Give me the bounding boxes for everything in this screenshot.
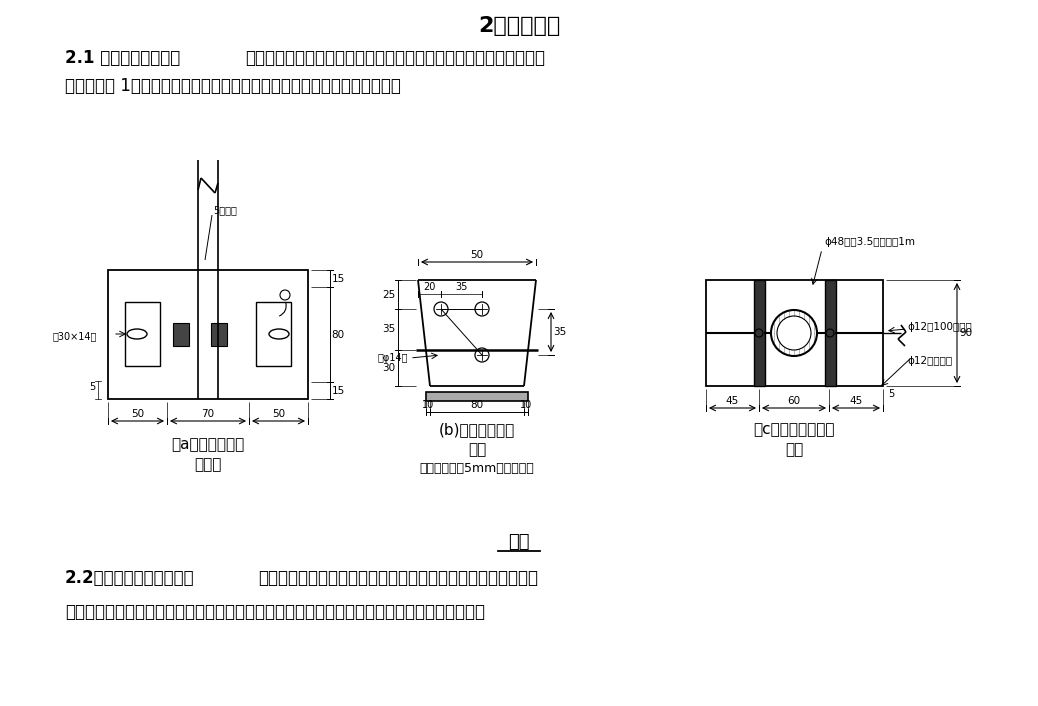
Text: ϕ48壁厚3.5钢管长约1m: ϕ48壁厚3.5钢管长约1m xyxy=(824,237,916,247)
Text: 面图: 面图 xyxy=(468,443,486,457)
Bar xyxy=(426,392,528,401)
Text: ：本工法所采用的万能连墙件由连接钉板和短钉管通过螺栓连接而成: ：本工法所采用的万能连墙件由连接钉板和短钉管通过螺栓连接而成 xyxy=(245,49,545,67)
Text: 45: 45 xyxy=(726,396,739,406)
Text: ：短钉管与脚手架采用普通的扣件连接，连接板与楼板、墙、柱: ：短钉管与脚手架采用普通的扣件连接，连接板与楼板、墙、柱 xyxy=(258,569,538,587)
Text: 10: 10 xyxy=(421,400,434,410)
Text: 2.1 结构简单，投入少: 2.1 结构简单，投入少 xyxy=(65,49,181,67)
Text: 等用膨胀螺栓连接即完成全部操作，非常方便．连接板可以转动，可设在板顶，也可设在板底；: 等用膨胀螺栓连接即完成全部操作，非常方便．连接板可以转动，可设在板顶，也可设在板… xyxy=(65,603,485,621)
Text: 15: 15 xyxy=(331,273,345,284)
Bar xyxy=(173,323,189,346)
Bar xyxy=(256,302,291,366)
Text: (b)万能连接件侧: (b)万能连接件侧 xyxy=(439,422,515,438)
Text: 面图: 面图 xyxy=(785,443,803,457)
Text: 60: 60 xyxy=(788,396,800,406)
Text: 35: 35 xyxy=(382,325,395,335)
Text: 80: 80 xyxy=(470,400,484,410)
Bar xyxy=(125,302,160,366)
Text: 5厘钉板: 5厘钉板 xyxy=(213,205,237,215)
Bar xyxy=(108,270,308,399)
Text: 80: 80 xyxy=(331,330,345,340)
Text: 置φ14孔: 置φ14孔 xyxy=(378,353,408,363)
Text: 5: 5 xyxy=(89,382,95,392)
Text: 50: 50 xyxy=(272,409,285,419)
Bar xyxy=(825,280,836,386)
Text: ϕ12膨胀螺栓: ϕ12膨胀螺栓 xyxy=(907,356,952,366)
Text: 图一: 图一 xyxy=(509,533,529,551)
Text: ϕ12长100的插销: ϕ12长100的插销 xyxy=(907,322,972,332)
Text: 50: 50 xyxy=(470,250,484,260)
Text: 平面图: 平面图 xyxy=(194,457,222,472)
Text: 2、工法特点: 2、工法特点 xyxy=(477,16,561,36)
Text: 35: 35 xyxy=(455,282,467,292)
Text: （c）万能连接件立: （c）万能连接件立 xyxy=(754,422,835,438)
Text: 35: 35 xyxy=(553,327,567,337)
Text: 45: 45 xyxy=(849,396,863,406)
Text: 10: 10 xyxy=(520,400,532,410)
Bar xyxy=(211,323,227,346)
Text: 20: 20 xyxy=(422,282,435,292)
Text: 15: 15 xyxy=(331,385,345,395)
Bar xyxy=(706,280,883,386)
Text: 70: 70 xyxy=(201,409,215,419)
Text: 5: 5 xyxy=(887,389,894,399)
Text: 90: 90 xyxy=(959,328,973,338)
Text: 注：铁件均用5mm厘钉板焊接: 注：铁件均用5mm厘钉板焊接 xyxy=(419,462,535,474)
Text: （详见附图 1）．结构简单，取材容易，投入少，成本小，便于维护保养。: （详见附图 1）．结构简单，取材容易，投入少，成本小，便于维护保养。 xyxy=(65,77,401,95)
Bar xyxy=(754,280,765,386)
Text: 30: 30 xyxy=(382,363,395,373)
Text: 50: 50 xyxy=(131,409,144,419)
Text: 25: 25 xyxy=(382,289,395,299)
Text: （a）万能连接件: （a）万能连接件 xyxy=(171,438,245,453)
Text: 2.2操作方便，适用范围广: 2.2操作方便，适用范围广 xyxy=(65,569,195,587)
Text: 管30×14孔: 管30×14孔 xyxy=(53,331,98,341)
